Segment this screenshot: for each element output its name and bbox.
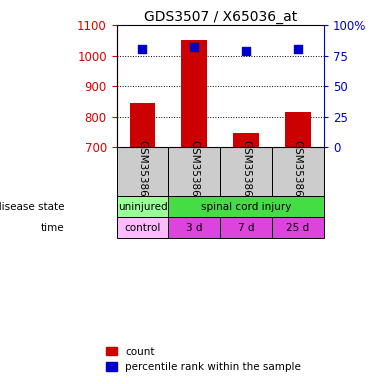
Text: GSM353865: GSM353865 (241, 140, 251, 204)
Point (243, 48, 249, 54)
Text: spinal cord injury: spinal cord injury (201, 202, 291, 212)
Text: time: time (41, 223, 65, 233)
Text: 7 d: 7 d (238, 223, 254, 233)
Text: control: control (124, 223, 161, 233)
Bar (181, 40, 207, 147)
Text: GSM353866: GSM353866 (293, 140, 303, 204)
Bar (117, 147, 168, 196)
Text: disease state: disease state (0, 202, 65, 212)
Bar (130, 103, 155, 147)
Title: GDS3507 / X65036_at: GDS3507 / X65036_at (144, 10, 297, 24)
Bar (168, 196, 324, 217)
Text: GSM353864: GSM353864 (189, 140, 199, 204)
Legend: count, percentile rank within the sample: count, percentile rank within the sample (103, 344, 304, 375)
Bar (168, 217, 220, 238)
Bar (272, 147, 324, 196)
Bar (117, 196, 168, 217)
Text: uninjured: uninjured (118, 202, 167, 212)
Bar (220, 217, 272, 238)
Bar (117, 217, 168, 238)
Bar (233, 132, 259, 147)
Text: 25 d: 25 d (286, 223, 309, 233)
Bar (220, 147, 272, 196)
Text: GSM353862: GSM353862 (137, 140, 148, 204)
Bar (272, 217, 324, 238)
Point (191, 44, 197, 50)
Text: 3 d: 3 d (186, 223, 202, 233)
Bar (285, 112, 311, 147)
Bar (168, 147, 220, 196)
Point (139, 46, 145, 53)
Point (295, 46, 301, 53)
